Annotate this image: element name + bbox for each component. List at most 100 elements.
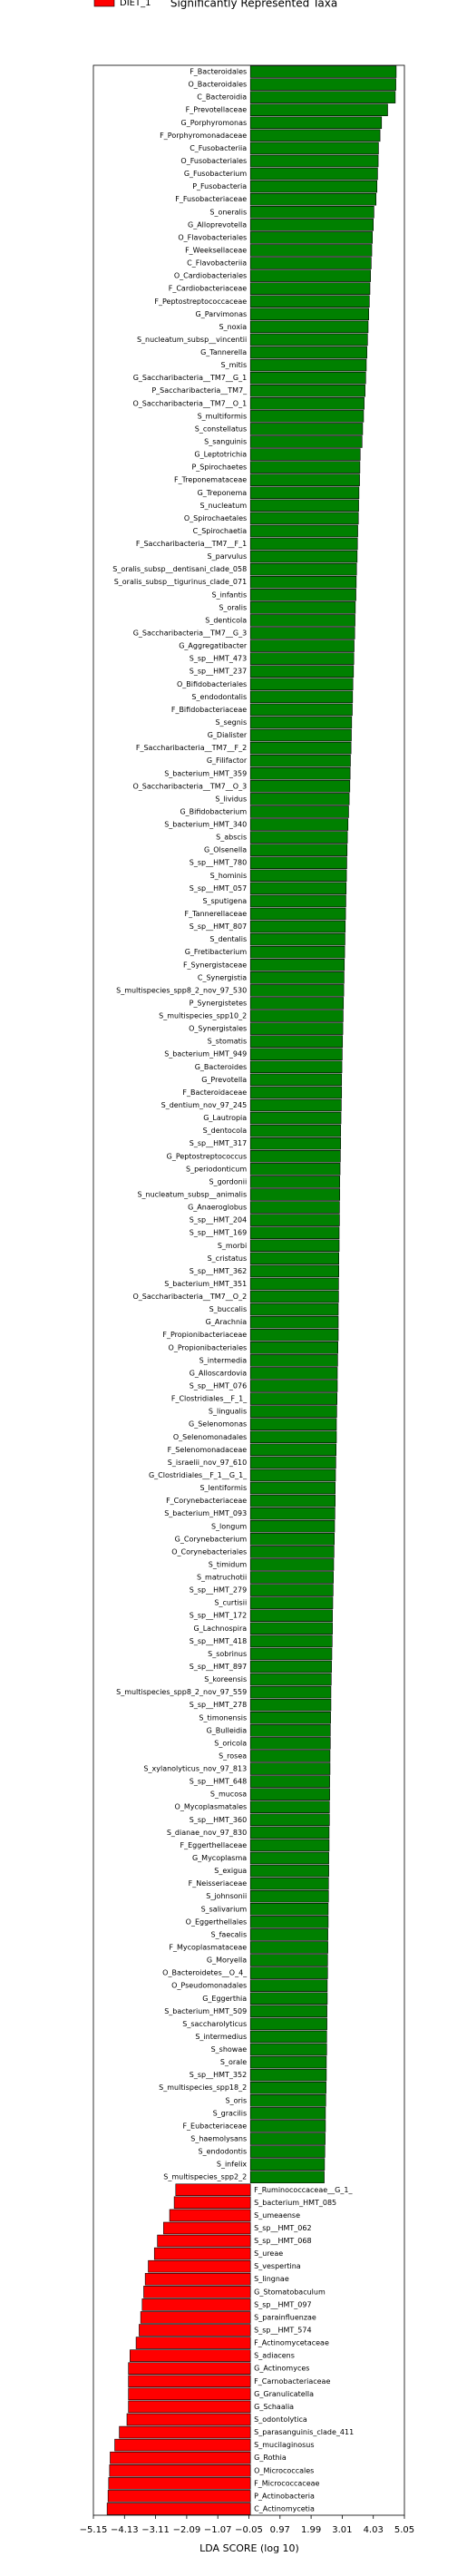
bar	[110, 2451, 251, 2464]
bar	[249, 1673, 332, 1686]
bar	[249, 2043, 327, 2056]
bar	[128, 2387, 251, 2401]
bar	[249, 473, 360, 486]
category-label: S_denticola	[205, 616, 247, 624]
bar	[249, 780, 351, 793]
category-label: S_timidum	[209, 1560, 248, 1568]
bar	[249, 1073, 343, 1087]
bar	[109, 2464, 251, 2477]
bar	[249, 1277, 339, 1291]
bar	[249, 1494, 335, 1508]
bar	[249, 932, 345, 946]
category-label: G_Schaalia	[254, 2403, 294, 2411]
category-label: S_johnsonii	[206, 1892, 247, 1900]
category-label: S_israelii_nov_97_610	[168, 1459, 247, 1467]
category-label: S_sanguinis	[204, 437, 247, 445]
category-label: S_stomatis	[208, 1038, 248, 1046]
category-label: G_Alloprevotella	[188, 220, 247, 229]
category-label: G_Clostridiales__F_1__G_1_	[149, 1471, 248, 1479]
bar	[249, 1660, 332, 1673]
category-label: S_endodontalis	[191, 693, 247, 701]
category-label: O_Pseudomonadales	[171, 1982, 247, 1990]
category-label: G_Actinomyces	[254, 2365, 309, 2373]
category-label: S_oralis_subsp__dentisani_clade_058	[112, 565, 247, 573]
category-label: S_orale	[220, 2058, 247, 2066]
x-tick-label: 5.05	[394, 2525, 414, 2535]
bar	[249, 1609, 333, 1622]
bar	[249, 1596, 334, 1609]
category-label: O_Synergistales	[189, 1025, 247, 1033]
bar	[249, 805, 349, 818]
category-label: S_gordonii	[209, 1177, 247, 1186]
bar	[249, 1443, 336, 1457]
bar	[249, 2132, 326, 2145]
bar	[249, 192, 377, 206]
category-label: S_oralis	[219, 603, 247, 611]
bar	[249, 1124, 342, 1137]
category-label: S_parainfluenzae	[254, 2313, 316, 2321]
category-label: S_odontolytica	[254, 2415, 307, 2424]
bar	[119, 2425, 251, 2439]
bar	[249, 1711, 331, 1724]
category-label: S_bacterium_HMT_340	[164, 821, 247, 829]
category-label: G_Treponema	[198, 489, 248, 497]
category-label: F_Porphyromonadaceae	[160, 132, 247, 140]
bar	[249, 652, 355, 665]
bar	[249, 1839, 330, 1852]
bar	[249, 1826, 330, 1839]
bar	[157, 2234, 251, 2248]
bar	[249, 1342, 338, 1354]
category-label: F_Corynebacteriaceae	[166, 1497, 247, 1505]
bar	[249, 1456, 336, 1469]
bar	[249, 716, 353, 729]
category-label: S_multispecies_spp8_2_nov_97_559	[116, 1688, 247, 1696]
category-label: F_Treponemataceae	[174, 476, 247, 484]
bar	[249, 1813, 330, 1827]
category-label: S_dentocola	[203, 1127, 248, 1135]
category-label: F_Weeksellaceae	[185, 246, 247, 254]
category-label: G_Fretibacterium	[185, 948, 248, 956]
bar	[249, 103, 388, 117]
bar	[249, 1188, 341, 1201]
category-label: S_parasanguinis_clade_411	[254, 2428, 354, 2436]
bar	[249, 257, 372, 269]
category-label: G_Saccharibacteria__TM7__G_1	[133, 374, 247, 382]
bar	[249, 1214, 340, 1226]
category-label: S_bacterium_HMT_085	[254, 2199, 336, 2207]
bar	[249, 524, 358, 538]
category-label: F_Bifidobacteriaceae	[171, 706, 247, 714]
bar	[249, 2145, 326, 2158]
category-label: S_showae	[211, 2045, 248, 2054]
bar	[249, 1469, 336, 1482]
category-label: S_timonensis	[199, 1713, 247, 1722]
bar	[128, 2362, 251, 2375]
bar	[249, 2055, 327, 2069]
bar	[249, 1519, 335, 1533]
bar	[249, 703, 353, 717]
category-label: S_bacterium_HMT_359	[164, 769, 247, 777]
category-label: S_oris	[226, 2096, 248, 2104]
category-label: S_infantis	[211, 590, 247, 599]
bar	[249, 1622, 333, 1635]
bar	[249, 1584, 334, 1596]
bar	[249, 2081, 326, 2094]
category-label: S_ureae	[254, 2249, 283, 2258]
category-label: G_Lautropia	[203, 1114, 247, 1122]
bar	[249, 295, 370, 308]
category-label: S_dentium_nov_97_245	[161, 1101, 248, 1109]
bar	[249, 1380, 338, 1392]
category-label: G_Bacteroides	[195, 1063, 247, 1071]
x-tick-label: −3.11	[141, 2525, 170, 2535]
category-label: S_infelix	[217, 2161, 248, 2169]
bar	[249, 307, 369, 321]
bar	[249, 1264, 340, 1278]
category-label: G_Porphyromonas	[181, 119, 248, 127]
bar	[249, 575, 357, 589]
category-label: F_Tannerellaceae	[185, 910, 248, 918]
bar	[249, 589, 356, 601]
category-label: F_Eubacteriaceae	[182, 2122, 247, 2130]
category-label: S_sp__HMT_057	[190, 884, 247, 893]
category-label: S_adiacens	[254, 2352, 295, 2360]
category-label: S_mitis	[221, 361, 248, 369]
bar	[249, 91, 396, 103]
